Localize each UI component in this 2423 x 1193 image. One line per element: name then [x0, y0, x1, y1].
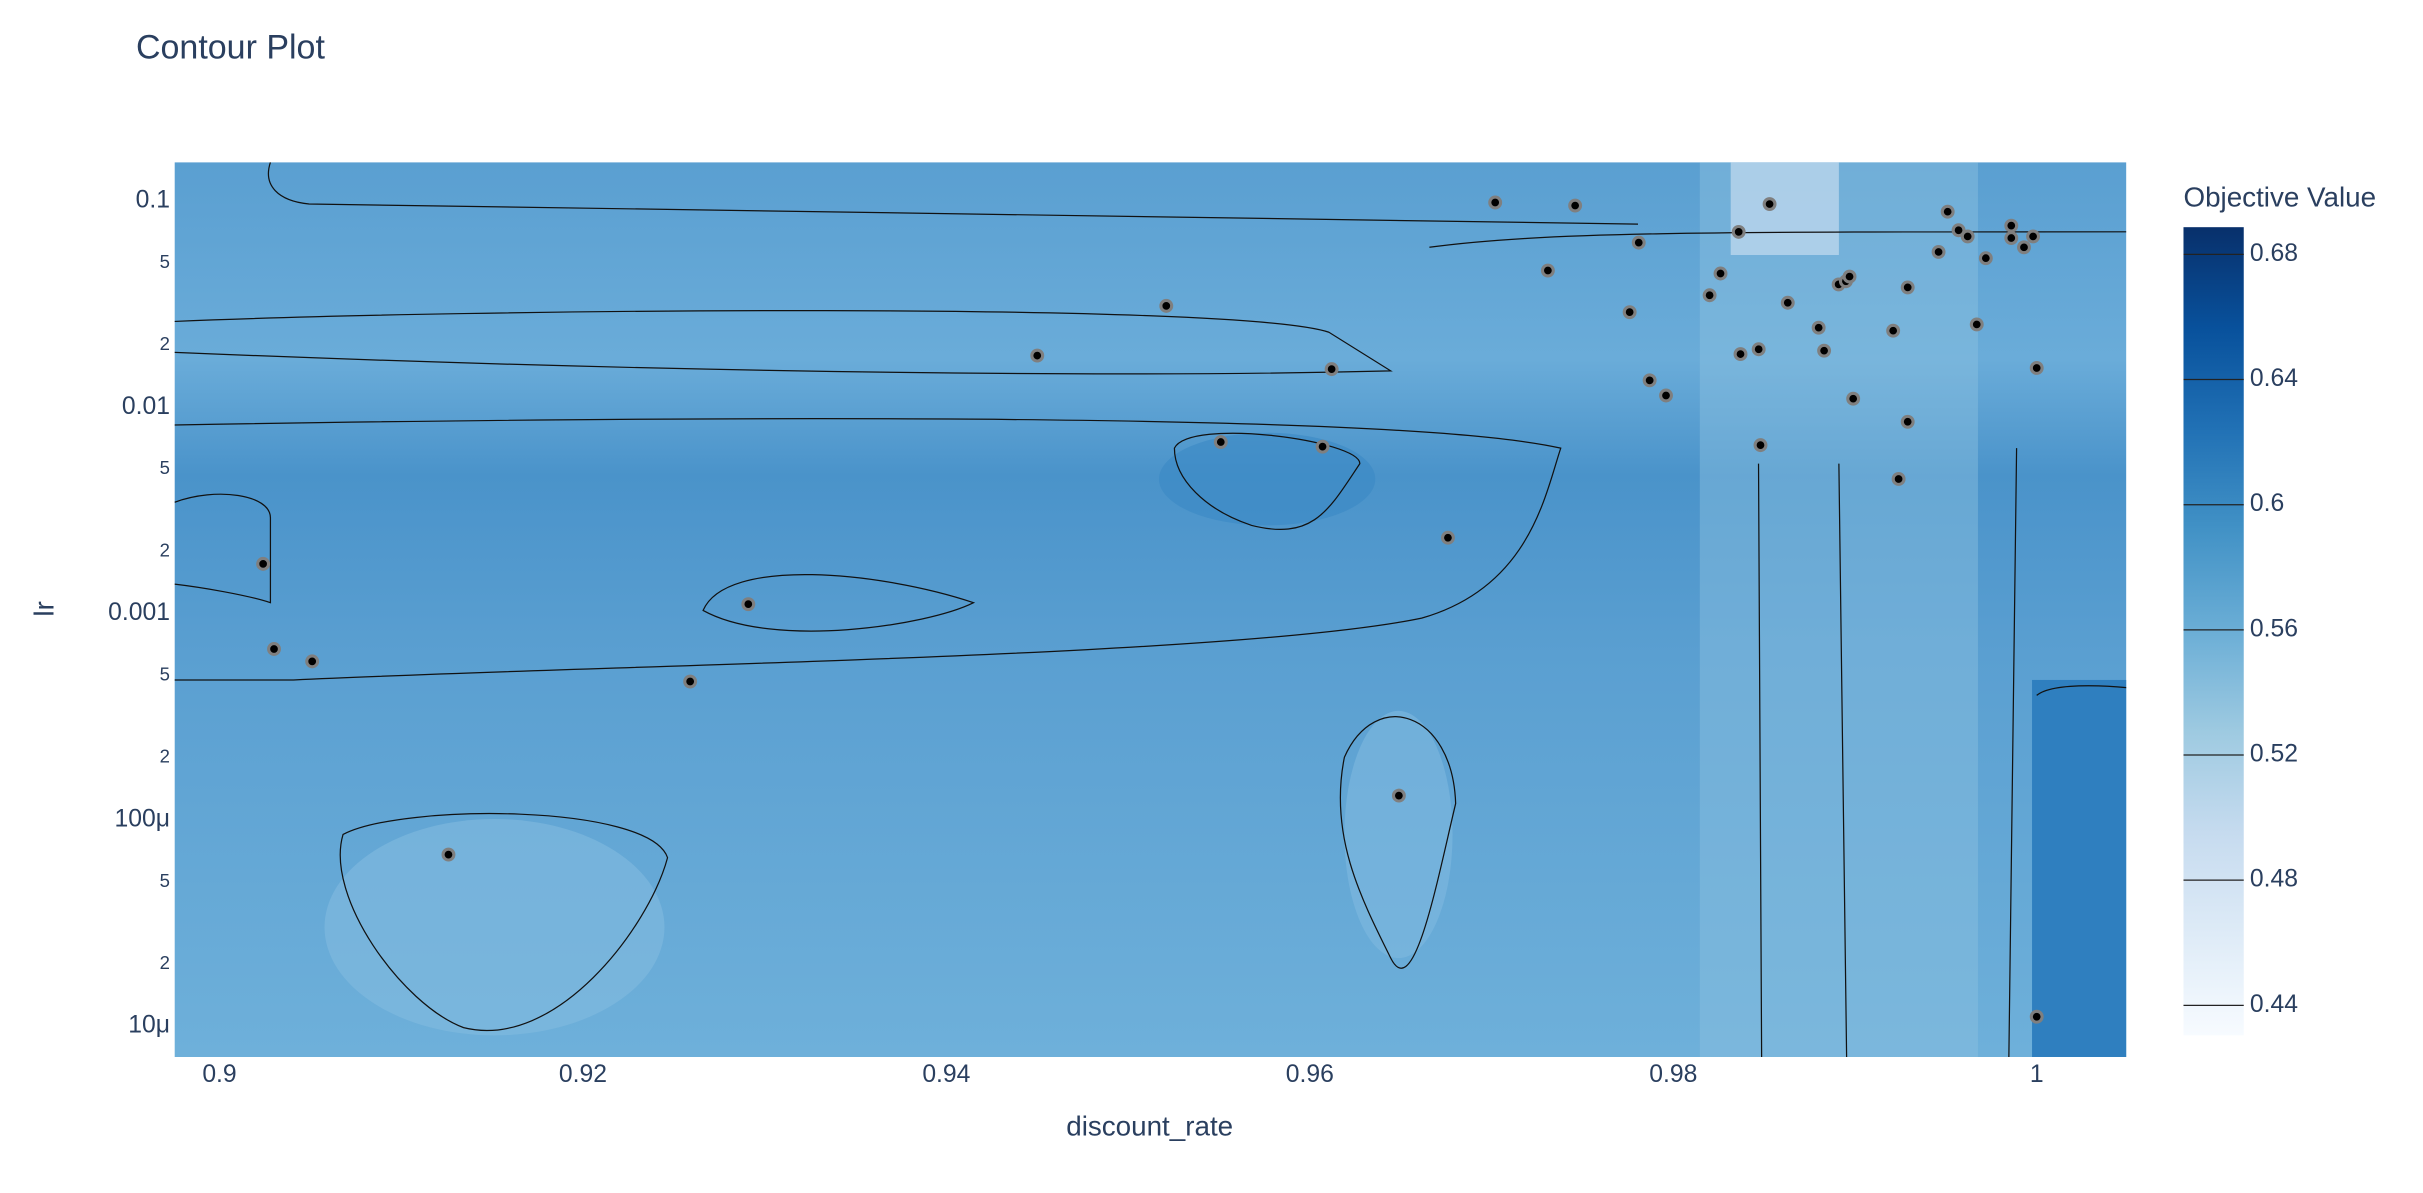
trial-point: [1811, 320, 1826, 335]
colorbar-tick-label: 0.44: [2250, 991, 2298, 1018]
trial-point: [683, 674, 698, 689]
x-tick-label: 0.94: [922, 1061, 970, 1088]
trial-point: [1030, 348, 1045, 363]
trial-point: [1969, 317, 1984, 332]
x-axis-title: discount_rate: [1066, 1110, 1233, 1141]
trial-point: [1213, 435, 1228, 449]
y-tick-label: 5: [160, 663, 170, 684]
trial-point: [1900, 414, 1915, 429]
y-axis-title: lr: [29, 601, 60, 616]
trial-point: [1540, 263, 1555, 278]
colorbar-title: Objective Value: [2183, 182, 2376, 213]
trial-point: [1780, 295, 1795, 310]
trial-point: [1751, 342, 1766, 357]
trial-point: [1568, 198, 1583, 213]
colorbar-tick-label: 0.52: [2250, 741, 2298, 768]
trial-point: [1753, 438, 1768, 453]
y-tick-label: 5: [160, 457, 170, 478]
trial-point: [1659, 388, 1673, 403]
y-tick-label: 0.001: [108, 599, 170, 626]
trial-point: [2004, 231, 2019, 245]
trial-point: [1631, 235, 1646, 250]
trial-point: [1891, 472, 1906, 486]
trial-point: [2026, 229, 2041, 244]
trial-point: [1731, 224, 1746, 239]
trial-point: [1951, 223, 1966, 238]
chart-title: Contour Plot: [136, 28, 325, 66]
trial-point: [1931, 244, 1946, 259]
trial-point: [1817, 343, 1832, 358]
trial-point: [1440, 530, 1455, 545]
trial-point: [1702, 288, 1717, 303]
trial-point: [1900, 280, 1915, 295]
y-tick-label: 0.01: [122, 393, 170, 420]
trial-point: [256, 556, 271, 571]
y-tick-label: 0.1: [136, 186, 170, 213]
trial-point: [1940, 204, 1955, 219]
trial-point: [1762, 197, 1777, 212]
x-tick-label: 1: [2030, 1061, 2044, 1088]
trial-point: [1315, 439, 1330, 454]
y-tick-label: 2: [160, 539, 170, 560]
y-tick-label: 2: [160, 952, 170, 973]
trial-point: [1713, 266, 1728, 281]
colorbar-tick-label: 0.48: [2250, 866, 2298, 893]
x-tick-label: 0.98: [1649, 1061, 1697, 1088]
trial-point: [1324, 362, 1339, 377]
colorbar-tick-label: 0.64: [2250, 365, 2298, 392]
trial-point: [1886, 323, 1901, 338]
trial-point: [1622, 305, 1637, 320]
trial-point: [1842, 269, 1857, 284]
y-tick-label: 100μ: [114, 805, 170, 832]
trial-point: [1642, 373, 1657, 388]
trial-point: [2017, 240, 2031, 255]
contour-surface: [174, 162, 2127, 1057]
trial-point: [741, 597, 756, 612]
trial-point: [2004, 218, 2019, 233]
trial-point: [267, 642, 281, 656]
trial-point: [2029, 361, 2044, 375]
colorbar: [2183, 227, 2244, 1036]
colorbar-tick-label: 0.68: [2250, 240, 2298, 267]
trial-point: [1978, 251, 1993, 266]
y-tick-label: 5: [160, 251, 170, 272]
trial-point: [441, 847, 456, 862]
trial-point: [1159, 298, 1174, 313]
y-tick-label: 5: [160, 870, 170, 891]
y-tick-label: 2: [160, 746, 170, 767]
trial-point: [1488, 195, 1503, 210]
colorbar-tick-label: 0.56: [2250, 615, 2298, 642]
y-tick-label: 2: [160, 333, 170, 354]
x-tick-label: 0.9: [202, 1061, 236, 1088]
trial-point: [1391, 788, 1406, 803]
y-tick-label: 10μ: [128, 1012, 170, 1039]
x-tick-label: 0.92: [559, 1061, 607, 1088]
trial-point: [1733, 347, 1748, 362]
trial-point: [305, 654, 320, 669]
trial-point: [2029, 1009, 2044, 1024]
x-tick-label: 0.96: [1286, 1061, 1334, 1088]
colorbar-tick-label: 0.6: [2250, 490, 2284, 517]
trial-point: [1846, 391, 1861, 406]
trial-point: [1960, 229, 1975, 244]
